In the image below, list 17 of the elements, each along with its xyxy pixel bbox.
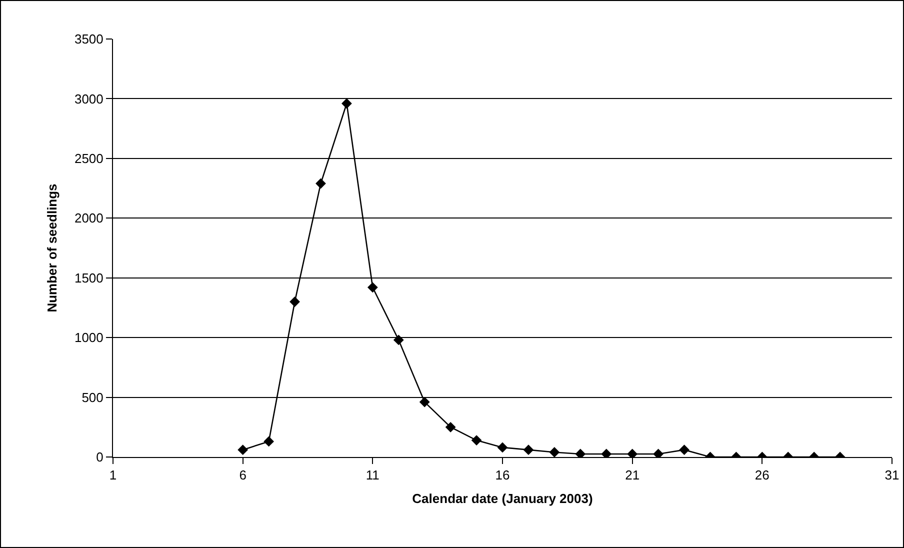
y-tick-label: 500 xyxy=(82,390,104,405)
y-tick-label: 2500 xyxy=(74,150,104,166)
y-tick-label: 3000 xyxy=(74,91,104,106)
x-axis-title: Calendar date (January 2003) xyxy=(412,491,593,506)
y-tick-label: 0 xyxy=(96,450,104,465)
y-tick-label: 1000 xyxy=(74,330,104,346)
x-tick-label: 16 xyxy=(495,468,510,483)
x-tick-label: 21 xyxy=(625,468,640,483)
y-axis-title: Number of seedlings xyxy=(44,184,60,312)
x-tick-label: 6 xyxy=(239,468,246,483)
y-tick-label: 3500 xyxy=(74,32,104,47)
x-tick-label: 11 xyxy=(366,468,380,483)
x-tick-label: 31 xyxy=(884,468,900,483)
y-tick-label: 1500 xyxy=(74,270,104,286)
x-tick-label: 1 xyxy=(109,468,117,483)
y-tick-label: 2000 xyxy=(74,210,104,226)
x-tick-label: 26 xyxy=(754,468,770,483)
